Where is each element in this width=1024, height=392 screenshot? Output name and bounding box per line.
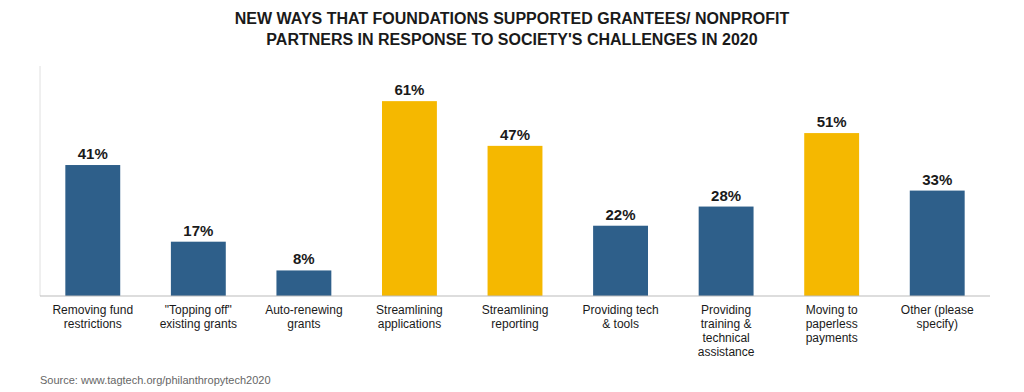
chart-container: NEW WAYS THAT FOUNDATIONS SUPPORTED GRAN… (0, 0, 1024, 392)
data-label: 61% (394, 81, 424, 98)
x-tick-label: Auto-renewinggrants (265, 303, 342, 331)
x-axis-line (40, 296, 990, 297)
data-label: 22% (606, 206, 636, 223)
x-tick-label: Streamliningreporting (482, 303, 549, 331)
bar (488, 146, 543, 296)
data-label: 28% (711, 187, 741, 204)
chart: NEW WAYS THAT FOUNDATIONS SUPPORTED GRAN… (0, 0, 1024, 392)
x-tick-label: Streamliningapplications (376, 303, 443, 331)
x-tick-label: Removing fundrestrictions (52, 303, 133, 331)
bar (699, 207, 754, 296)
bar (910, 191, 965, 296)
bar (276, 270, 331, 296)
title: NEW WAYS THAT FOUNDATIONS SUPPORTED GRAN… (235, 10, 790, 48)
x-tick-label: Providing tech& tools (583, 303, 659, 331)
bar (65, 165, 120, 296)
x-tick-label: Moving topaperlesspayments (806, 303, 858, 345)
y-axis-line (40, 66, 41, 296)
data-label: 41% (78, 145, 108, 162)
bar (804, 133, 859, 296)
x-tick-label: Other (pleasespecify) (901, 303, 974, 331)
data-label: 47% (500, 126, 530, 143)
source-note: Source: www.tagtech.org/philanthropytech… (40, 374, 271, 386)
data-label: 8% (293, 250, 315, 267)
data-label: 33% (922, 171, 952, 188)
bar (382, 101, 437, 296)
x-tick-label: "Topping off"existing grants (160, 303, 237, 331)
bars (65, 101, 964, 296)
data-label: 17% (183, 222, 213, 239)
x-tick-label: Providingtraining &technicalassistance (698, 303, 755, 359)
bar (593, 226, 648, 296)
data-label: 51% (817, 113, 847, 130)
bar (171, 242, 226, 296)
